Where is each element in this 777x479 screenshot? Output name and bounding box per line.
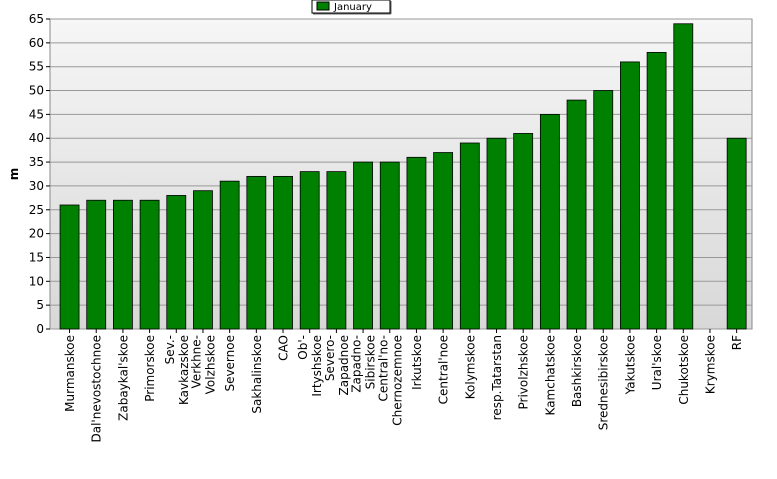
x-tick-label: resp.Tatarstan	[490, 335, 504, 420]
y-tick-label: 50	[29, 84, 44, 98]
x-tick-label: Dal'nevostochnoe	[90, 335, 104, 443]
x-tick-label: Bashkirskoe	[570, 335, 584, 407]
x-tick-label: Central'noe	[437, 335, 451, 404]
y-tick-label: 40	[29, 131, 44, 145]
y-tick-label: 10	[29, 274, 44, 288]
y-axis-label: m	[7, 168, 21, 181]
y-tick-label: 0	[36, 322, 44, 336]
x-tick-label: Ob'-Irtyshskoe	[296, 335, 324, 397]
x-tick-label: Privolzhskoe	[517, 335, 531, 409]
bar	[539, 113, 560, 330]
bar	[113, 199, 133, 330]
bar	[513, 133, 534, 330]
x-tick-label: Ural'skoe	[650, 335, 664, 390]
y-tick-label: 5	[36, 298, 44, 312]
bar	[273, 175, 293, 330]
x-tick-label: Srednesibirskoe	[597, 335, 611, 430]
bar	[193, 190, 213, 330]
x-tick-label: Kamchatskoe	[543, 335, 557, 415]
y-tick-label: 30	[29, 179, 44, 193]
legend-box	[311, 0, 391, 14]
x-tick-label: Sev.-Kavkazskoe	[163, 335, 191, 405]
bar	[459, 142, 480, 330]
legend-label: January	[333, 2, 372, 13]
x-tick-label: Severnoe	[223, 335, 237, 392]
bar	[299, 171, 320, 330]
bar	[566, 99, 587, 330]
x-tick-label: Kolymskoe	[463, 335, 477, 399]
bar	[59, 204, 80, 330]
x-tick-label: Murmanskoe	[63, 335, 77, 412]
bar	[620, 61, 640, 330]
x-tick-label: Central'no-Chernozemnoe	[376, 335, 404, 426]
y-tick-label: 55	[29, 60, 44, 74]
bar	[219, 180, 240, 330]
x-tick-label: Zabaykal'skoe	[116, 335, 130, 421]
legend: January	[311, 0, 392, 15]
x-tick-label: Zapadno-Sibirskoe	[350, 335, 378, 393]
x-tick-label: Severo-Zapadnoe	[323, 335, 351, 396]
bar	[726, 137, 747, 330]
bar	[486, 137, 507, 330]
bar	[139, 199, 160, 330]
x-tick-label: Irkutskoe	[410, 335, 424, 390]
bar	[353, 161, 373, 330]
bar	[326, 171, 347, 330]
y-tick-label: 25	[29, 203, 44, 217]
y-tick-label: 45	[29, 107, 44, 121]
bar	[246, 175, 267, 330]
bar	[593, 90, 614, 330]
bar	[433, 152, 454, 330]
x-tick-label: CAO	[277, 335, 291, 361]
x-tick-label: Yakutskoe	[623, 335, 637, 395]
y-tick-label: 60	[29, 36, 44, 50]
x-tick-label: RF	[730, 335, 744, 350]
x-tick-label: Sakhalinskoe	[250, 335, 264, 414]
bar	[166, 195, 187, 330]
legend-swatch	[316, 1, 330, 11]
y-tick-label: 15	[29, 250, 44, 264]
y-tick-label: 20	[29, 227, 44, 241]
x-tick-label: Chukotskoe	[677, 335, 691, 405]
y-tick-label: 35	[29, 155, 44, 169]
bar	[379, 161, 400, 330]
x-tick-label: Verkhne-Volzhskoe	[189, 335, 217, 394]
y-tick-label: 65	[29, 12, 44, 26]
x-tick-label: Primorskoe	[143, 335, 157, 402]
x-tick-label: Krymskoe	[703, 335, 717, 394]
bar	[86, 199, 107, 330]
bar	[646, 51, 667, 330]
bar	[406, 156, 427, 330]
bar	[673, 23, 694, 330]
